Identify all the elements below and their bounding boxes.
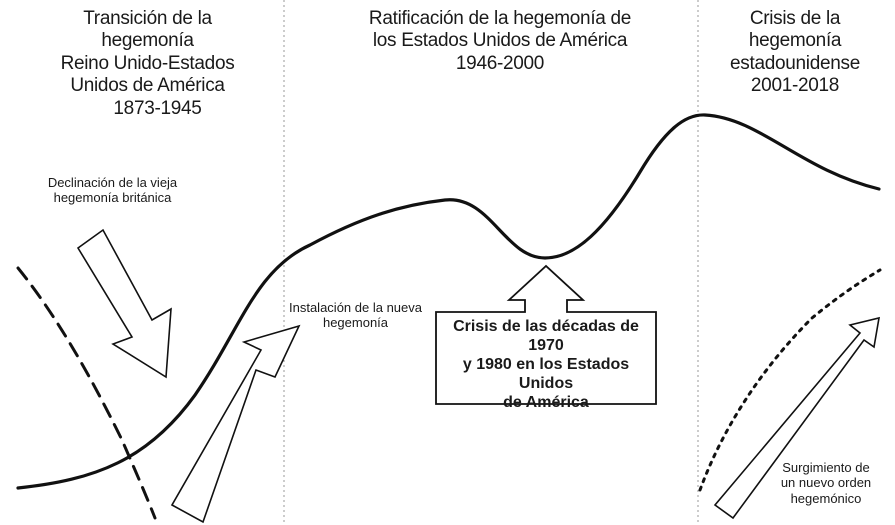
up-right-arrow-icon bbox=[170, 324, 301, 524]
us-hegemony-curve bbox=[16, 113, 881, 490]
period-title-ratification: Ratificación de la hegemonía de los Esta… bbox=[368, 8, 632, 74]
period-title-crisis: Crisis de la hegemonía estadounidense 20… bbox=[730, 8, 860, 97]
british-hegemony-dashed-curve bbox=[16, 266, 157, 520]
new-order-dotted-curve bbox=[698, 268, 882, 492]
period-title-transition: Transición de la hegemonía Reino Unido-E… bbox=[60, 8, 235, 119]
down-right-arrow-icon bbox=[76, 228, 172, 379]
annotation-crisis-70-80: Crisis de las décadas de 1970 y 1980 en … bbox=[453, 318, 639, 411]
annotation-declining-british: Declinación de la vieja hegemonía britán… bbox=[47, 175, 178, 206]
crisis-callout-box bbox=[435, 264, 657, 405]
annotation-new-hegemony: Instalación de la nueva hegemonía bbox=[289, 300, 422, 331]
up-right-arrow-icon bbox=[713, 316, 880, 520]
annotation-new-order: Surgimiento de un nuevo orden hegemónico bbox=[780, 460, 872, 506]
